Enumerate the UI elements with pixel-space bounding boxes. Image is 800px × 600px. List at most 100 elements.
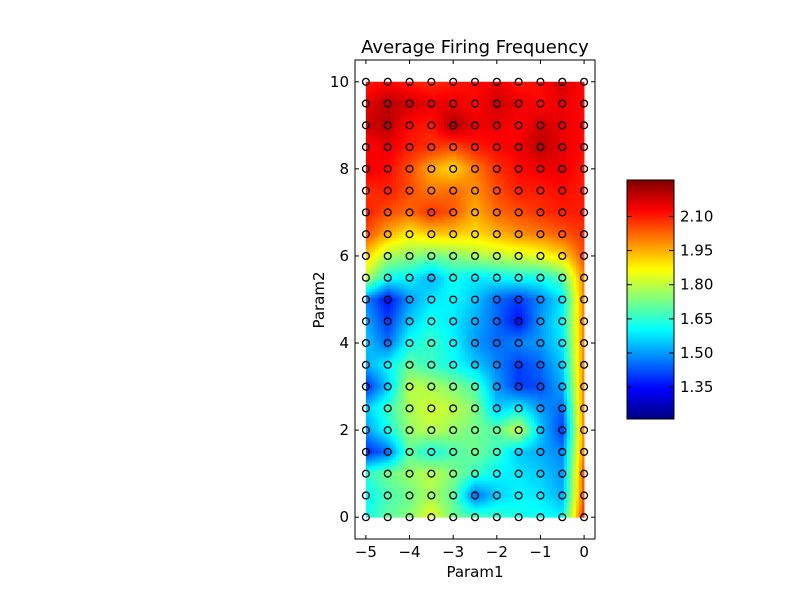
heatmap-cell: [392, 168, 397, 173]
heatmap-cell: [395, 240, 400, 245]
heatmap-cell: [407, 132, 412, 137]
heatmap-cell: [530, 135, 535, 140]
heatmap-cell: [560, 183, 565, 188]
heatmap-cell: [428, 198, 433, 203]
heatmap-cell: [428, 129, 433, 134]
heatmap-cell: [524, 108, 529, 113]
heatmap-cell: [440, 243, 445, 248]
heatmap-cell: [380, 186, 385, 191]
heatmap-cell: [398, 195, 403, 200]
heatmap-cell: [467, 216, 472, 221]
heatmap-cell: [542, 273, 547, 278]
heatmap-cell: [539, 219, 544, 224]
heatmap-cell: [581, 162, 585, 167]
heatmap-cell: [485, 255, 490, 260]
heatmap-cell: [464, 225, 469, 230]
heatmap-cell: [419, 168, 424, 173]
heatmap-cell: [500, 234, 505, 239]
heatmap-cell: [542, 255, 547, 260]
heatmap-cell: [566, 198, 571, 203]
heatmap-cell: [407, 102, 412, 107]
heatmap-cell: [470, 246, 475, 251]
heatmap-cell: [395, 255, 400, 260]
heatmap-cell: [467, 222, 472, 227]
heatmap-cell: [452, 135, 457, 140]
heatmap-cell: [380, 276, 385, 281]
heatmap-cell: [530, 156, 535, 161]
heatmap-cell: [578, 267, 583, 272]
heatmap-cell: [551, 252, 556, 257]
heatmap-cell: [539, 225, 544, 230]
heatmap-cell: [431, 81, 436, 86]
heatmap-cell: [467, 144, 472, 149]
heatmap-cell: [437, 138, 442, 143]
heatmap-cell: [449, 282, 454, 287]
heatmap-cell: [431, 276, 436, 281]
heatmap-cell: [473, 255, 478, 260]
heatmap-cell: [419, 117, 424, 122]
heatmap-cell: [497, 222, 502, 227]
heatmap-cell: [575, 219, 580, 224]
heatmap-cell: [512, 147, 517, 152]
heatmap-cell: [512, 252, 517, 257]
heatmap-cell: [428, 216, 433, 221]
heatmap-cell: [539, 231, 544, 236]
heatmap-cell: [386, 156, 391, 161]
heatmap-cell: [443, 225, 448, 230]
heatmap-cell: [368, 183, 373, 188]
heatmap-cell: [506, 234, 511, 239]
heatmap-cell: [368, 186, 373, 191]
heatmap-cell: [548, 120, 553, 125]
heatmap-cell: [422, 81, 427, 86]
heatmap-cell: [488, 186, 493, 191]
heatmap-cell: [542, 264, 547, 269]
heatmap-cell: [377, 267, 382, 272]
heatmap-cell: [548, 132, 553, 137]
heatmap-cell: [401, 138, 406, 143]
heatmap-cell: [479, 162, 484, 167]
heatmap-cell: [494, 81, 499, 86]
heatmap-cell: [575, 228, 580, 233]
heatmap-cell: [410, 261, 415, 266]
heatmap-cell: [572, 273, 577, 278]
heatmap-cell: [392, 267, 397, 272]
heatmap-cell: [383, 255, 388, 260]
heatmap-cell: [461, 87, 466, 92]
heatmap-cell: [368, 249, 373, 254]
heatmap-cell: [419, 270, 424, 275]
heatmap-cell: [542, 150, 547, 155]
heatmap-cell: [491, 96, 496, 101]
heatmap-cell: [548, 99, 553, 104]
heatmap-cell: [572, 234, 577, 239]
heatmap-cell: [419, 135, 424, 140]
heatmap-cell: [575, 237, 580, 242]
heatmap-cell: [395, 279, 400, 284]
heatmap-cell: [536, 183, 541, 188]
heatmap-cell: [380, 222, 385, 227]
heatmap-cell: [551, 84, 556, 89]
heatmap-cell: [572, 213, 577, 218]
heatmap-cell: [464, 126, 469, 131]
heatmap-cell: [410, 126, 415, 131]
heatmap-cell: [458, 207, 463, 212]
heatmap-cell: [440, 96, 445, 101]
heatmap-cell: [458, 186, 463, 191]
heatmap-cell: [566, 231, 571, 236]
heatmap-cell: [434, 105, 439, 110]
heatmap-cell: [446, 123, 451, 128]
heatmap-cell: [395, 231, 400, 236]
heatmap-cell: [461, 282, 466, 287]
heatmap-cell: [467, 240, 472, 245]
heatmap-cell: [503, 192, 508, 197]
heatmap-cell: [509, 147, 514, 152]
heatmap-cell: [410, 96, 415, 101]
heatmap-cell: [467, 84, 472, 89]
heatmap-cell: [560, 102, 565, 107]
heatmap-cell: [545, 219, 550, 224]
heatmap-cell: [377, 159, 382, 164]
heatmap-cell: [422, 84, 427, 89]
heatmap-cell: [410, 249, 415, 254]
heatmap-cell: [509, 210, 514, 215]
heatmap-cell: [521, 267, 526, 272]
heatmap-cell: [470, 84, 475, 89]
